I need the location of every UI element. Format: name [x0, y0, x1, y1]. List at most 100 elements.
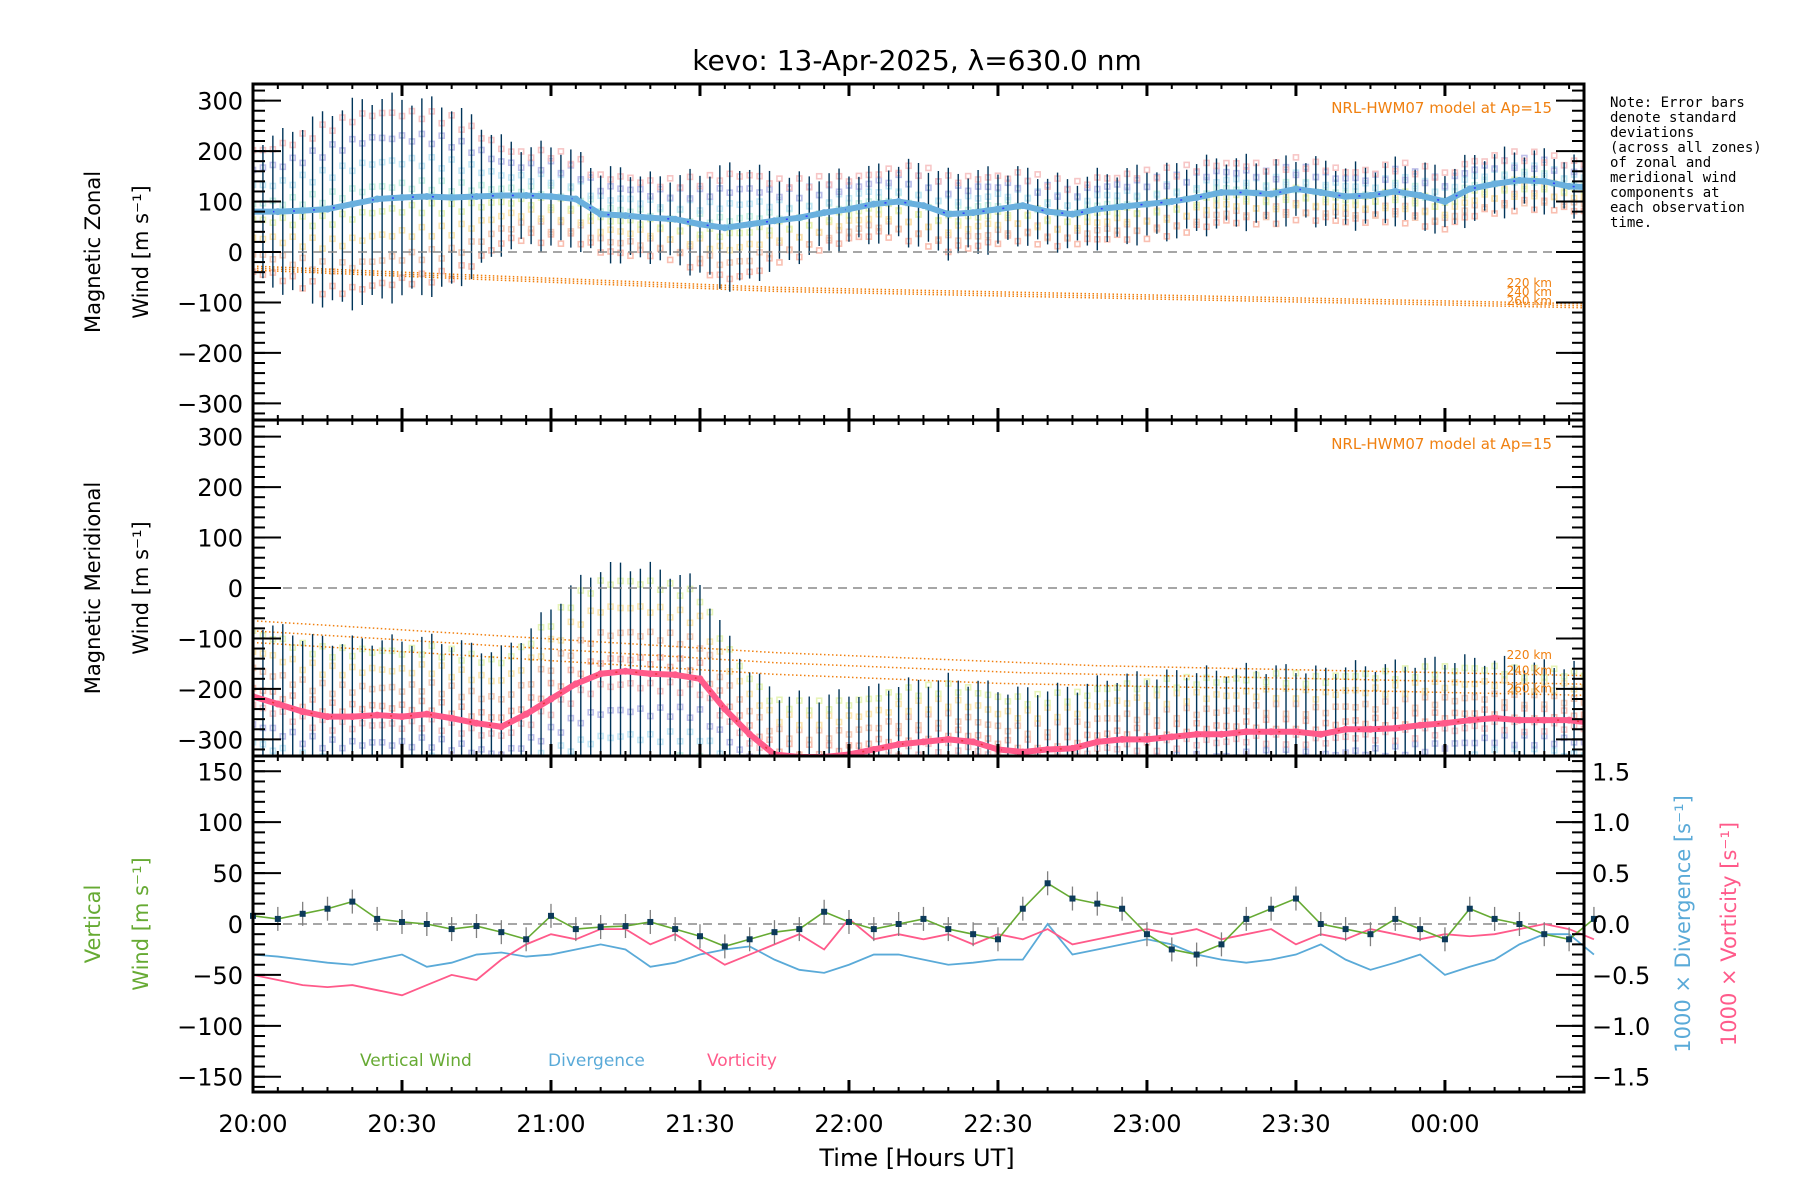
- zone-point: [837, 787, 842, 792]
- zone-point: [1034, 171, 1041, 178]
- zone-point: [280, 771, 285, 776]
- zone-point: [797, 786, 802, 791]
- zone-point: [1074, 177, 1081, 185]
- zonal-mean-point: [497, 191, 505, 199]
- zone-point: [558, 776, 563, 781]
- zone-point: [817, 810, 822, 815]
- zone-point: [1125, 794, 1130, 799]
- vertical-wind-point: [448, 926, 455, 933]
- zone-point: [757, 797, 762, 802]
- zone-point: [986, 782, 991, 787]
- zone-point: [1413, 766, 1418, 771]
- meridional-mean-point: [1068, 744, 1076, 752]
- x-tick-label: 20:00: [218, 1110, 287, 1138]
- zone-point: [666, 256, 674, 264]
- y-tick-label: 300: [197, 88, 243, 116]
- vertical-wind-point: [821, 908, 828, 915]
- zone-point: [1125, 772, 1130, 777]
- zone-point: [1542, 761, 1547, 766]
- zone-point: [926, 795, 931, 800]
- zone-point: [1025, 791, 1030, 796]
- zone-point: [964, 172, 972, 180]
- zonal-mean-point: [448, 194, 456, 202]
- zone-point: [815, 247, 823, 254]
- zone-point: [1135, 786, 1140, 791]
- zone-point: [827, 765, 832, 770]
- meridional-mean-point: [1416, 721, 1424, 729]
- zone-point: [1055, 779, 1060, 784]
- zone-point: [1353, 767, 1358, 772]
- zone-point: [1164, 768, 1169, 773]
- zone-point: [1055, 773, 1060, 778]
- zone-point: [529, 763, 534, 768]
- zone-point: [1154, 784, 1159, 789]
- zone-point: [1512, 770, 1517, 775]
- zone-point: [1204, 768, 1209, 773]
- zone-point: [253, 200, 257, 208]
- y-axis-label-line2: Wind [m s⁻¹]: [129, 857, 153, 990]
- y-tick-label: −100: [177, 1013, 243, 1041]
- vertical-wind-point: [1069, 895, 1076, 902]
- zone-point: [896, 789, 901, 794]
- zone-point: [1383, 760, 1388, 765]
- y2-tick-label: 1.5: [1592, 758, 1630, 786]
- meridional-error-bars: [253, 561, 1584, 756]
- zone-point: [1085, 762, 1090, 767]
- zone-point: [253, 234, 257, 242]
- zone-point: [459, 768, 464, 773]
- zone-point: [807, 801, 812, 806]
- zone-point: [787, 771, 792, 776]
- zone-point: [906, 768, 911, 773]
- zone-point: [1393, 774, 1398, 779]
- zonal-mean-point: [1292, 185, 1300, 193]
- y-axis-label-line2: Wind [m s⁻¹]: [129, 185, 153, 318]
- zone-point: [350, 763, 355, 768]
- vertical-wind-point: [1566, 936, 1573, 943]
- zone-point: [608, 760, 613, 765]
- zone-point: [1035, 804, 1040, 809]
- meridional-mean-point: [746, 730, 754, 738]
- meridional-mean-point: [1441, 719, 1449, 727]
- meridional-mean-point: [597, 670, 605, 678]
- vertical-wind-point: [498, 929, 505, 936]
- zone-point: [936, 779, 941, 784]
- zone-point: [568, 764, 573, 769]
- zonal-mean-point: [746, 220, 754, 228]
- altitude-label: 240 km: [1507, 663, 1552, 677]
- zonal-mean-point: [1366, 191, 1374, 199]
- zone-point: [1254, 787, 1259, 792]
- meridional-mean-point: [671, 671, 679, 679]
- zone-point: [253, 627, 257, 634]
- model-label: NRL-HWM07 model at Ap=15: [1331, 99, 1552, 117]
- y-tick-label: −50: [192, 962, 243, 990]
- zone-point: [330, 765, 335, 770]
- meridional-mean-point: [1565, 716, 1573, 724]
- zone-point: [1353, 778, 1358, 783]
- zone-point: [787, 800, 792, 805]
- zone-point: [1074, 240, 1081, 248]
- zone-point: [1413, 772, 1418, 777]
- zone-point: [290, 766, 295, 771]
- zone-point: [1105, 762, 1110, 767]
- meridional-mean-point: [919, 738, 927, 746]
- meridional-mean-point: [944, 735, 952, 743]
- meridional-mean-point: [1143, 735, 1151, 743]
- altitude-label: 240 km: [1507, 285, 1552, 299]
- meridional-mean-point: [1515, 716, 1523, 724]
- zonal-mean-point: [323, 205, 331, 213]
- vertical-wind-point: [1441, 936, 1448, 943]
- meridional-mean-point: [547, 695, 555, 703]
- zonal-mean-point: [696, 220, 704, 228]
- zone-point: [1254, 764, 1259, 769]
- vertical-wind-point: [920, 915, 927, 922]
- zone-point: [1045, 789, 1050, 794]
- zone-point: [767, 759, 772, 764]
- meridional-mean-point: [448, 714, 456, 722]
- vertical-wind-point: [423, 921, 430, 927]
- zone-point: [986, 794, 991, 799]
- zone-point: [976, 763, 981, 768]
- altitude-label: 260 km: [1507, 681, 1552, 695]
- zone-point: [469, 787, 474, 792]
- zone-point: [925, 164, 932, 172]
- zone-point: [797, 811, 802, 816]
